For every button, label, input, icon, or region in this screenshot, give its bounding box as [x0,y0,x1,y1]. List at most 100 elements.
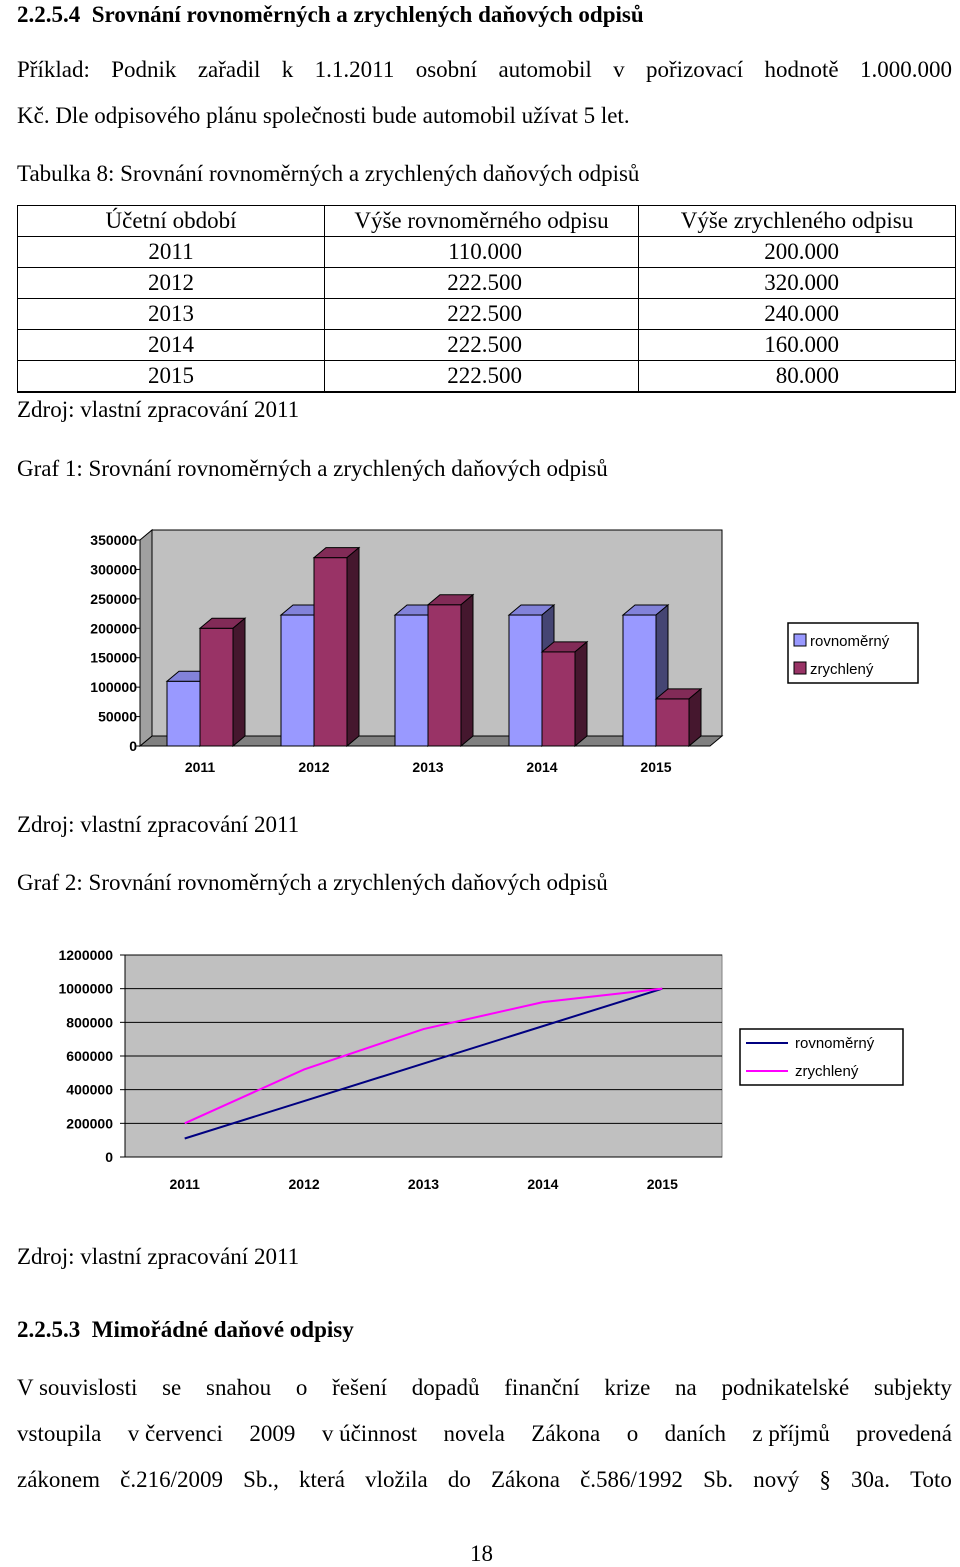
table-source: Zdroj: vlastní zpracování 2011 [17,397,300,422]
y-tick-label: 350000 [90,532,137,548]
word: vstoupila [17,1421,102,1446]
word: vložila [365,1467,428,1492]
header-accelerated: Výše zrychleného odpisu [638,205,956,237]
x-tick-label: 2011 [185,759,216,775]
word: Příklad: [17,57,90,82]
legend-label: rovnoměrný [810,633,890,650]
y-tick-label: 1200000 [58,947,113,963]
x-tick-label: 2012 [289,1176,320,1192]
word: Zákona [531,1421,601,1446]
y-tick-label: 200000 [90,620,137,636]
legend-label: zrychlený [810,661,874,678]
bar-rovnoměrný [622,614,657,747]
y-tick-label: 600000 [66,1048,113,1064]
x-tick-label: 2015 [640,759,671,775]
word: Sb., [243,1467,279,1492]
legend-label: rovnoměrný [795,1035,875,1052]
page-number: 18 [470,1541,493,1566]
x-tick-label: 2012 [298,759,329,775]
cell-linear: 222.500 [324,267,639,299]
word: k [281,57,294,82]
paragraph-line-3: zákonem č.216/2009 Sb., která vložila do Zákon… [17,1467,952,1493]
cell-accelerated: 200.000 [638,236,956,268]
y-tick-label: 50000 [98,709,137,725]
cell-period: 2015 [17,360,325,393]
bar-side [346,546,360,748]
word: v červenci [127,1421,223,1446]
y-tick-label: 150000 [90,650,137,666]
word: nový [753,1467,800,1492]
section2-heading: 2.2.5.3 Mimořádné daňové odpisy [17,1317,354,1343]
word: Toto [910,1467,952,1492]
depreciation-table: Účetní období Výše rovnoměrného odpisu V… [17,205,956,393]
cell-linear: 222.500 [324,360,639,393]
word: daních [664,1421,726,1446]
y-tick-label: 200000 [66,1115,113,1131]
word: o [295,1375,308,1400]
legend-box [787,622,919,684]
table-caption: Tabulka 8: Srovnání rovnoměrných a zrych… [17,161,640,186]
word: č.216/2009 [120,1467,223,1492]
x-tick-label: 2013 [412,759,443,775]
x-tick-label: 2014 [526,759,557,775]
y-tick-label: 100000 [90,679,137,695]
word: 1.1.2011 [314,57,395,82]
bar-zrychlený [655,698,690,747]
y-tick-label: 0 [105,1149,113,1165]
legend-swatch [793,633,807,647]
word: finanční [504,1375,580,1400]
word: zařadil [197,57,261,82]
word: v účinnost [321,1421,418,1446]
word: zákonem [17,1467,101,1492]
word: o [626,1421,639,1446]
bar-rovnoměrný [280,614,315,747]
chart-side-wall [139,528,153,748]
header-linear: Výše rovnoměrného odpisu [324,205,639,237]
word: snahou [206,1375,272,1400]
table-row: 2014 222.500 160.000 [17,329,956,361]
line-zrychlený [184,987,663,1125]
bar-rovnoměrný [508,614,543,747]
y-tick-label: 300000 [90,561,137,577]
section2-number: 2.2.5.3 [17,1317,81,1342]
y-tick-label: 1000000 [58,981,113,997]
cell-accelerated: 320.000 [638,267,956,299]
table-row: 2015 222.500 80.000 [17,360,956,393]
word: automobil [498,57,592,82]
section-title: Srovnání rovnoměrných a zrychlených daňo… [91,2,644,27]
word: se [162,1375,182,1400]
header-period: Účetní období [17,205,325,237]
graph1-caption: Graf 1: Srovnání rovnoměrných a zrychlen… [17,456,608,481]
intro-line-2: Kč. Dle odpisového plánu společnosti bud… [17,103,630,128]
word: novela [443,1421,505,1446]
x-tick-label: 2013 [408,1176,439,1192]
word: č.586/1992 [580,1467,683,1492]
word: na [675,1375,697,1400]
table-row: 2013 222.500 240.000 [17,298,956,330]
word: V souvislosti [17,1375,138,1400]
word: 2009 [249,1421,296,1446]
word: krize [604,1375,651,1400]
line-chart: 0 200000 400000 600000 800000 1000000 1200000 2… [58,947,904,1192]
bar-zrychlený [427,604,462,747]
bar-chart: 0 50000 100000 150000 200000 250000 300000 3500… [90,528,919,775]
bar-zrychlený [313,557,348,747]
graph2-source: Zdroj: vlastní zpracování 2011 [17,1244,300,1269]
table-header-row: Účetní období Výše rovnoměrného odpisu V… [17,205,956,237]
x-tick-label: 2014 [527,1176,558,1192]
legend-label: zrychlený [795,1063,859,1080]
word: která [299,1467,346,1492]
cell-linear: 222.500 [324,329,639,361]
line-rovnoměrný [184,987,663,1140]
word: osobní [415,57,478,82]
word: 1.000.000 [859,57,952,82]
x-tick-label: 2015 [647,1176,678,1192]
cell-linear: 222.500 [324,298,639,330]
word: Sb. [703,1467,734,1492]
word: provedená [856,1421,952,1446]
legend-swatch [793,661,807,675]
section2-title: Mimořádné daňové odpisy [91,1317,354,1342]
bar-side [688,687,702,748]
cell-accelerated: 80.000 [638,360,956,393]
legend-box [739,1028,904,1086]
